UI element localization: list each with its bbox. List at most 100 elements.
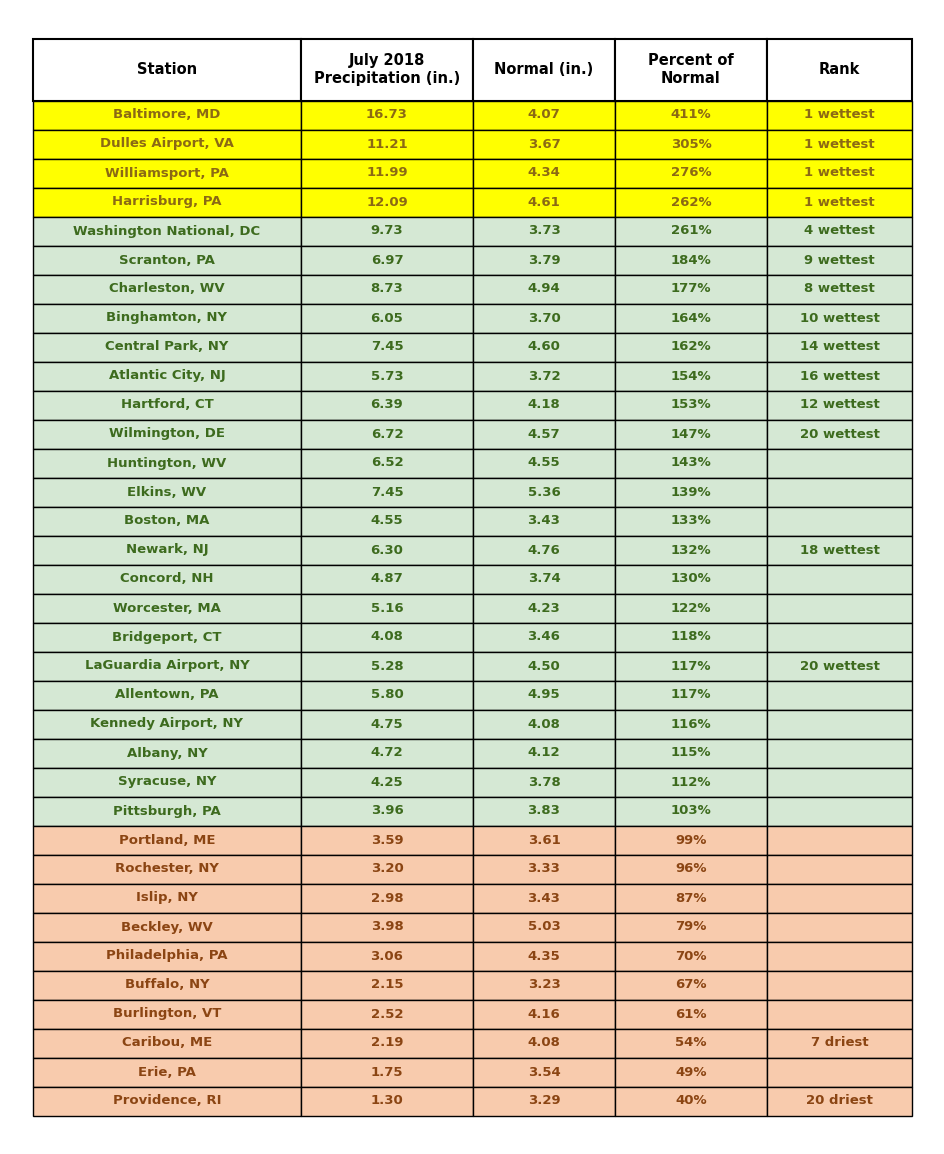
Bar (473, 478, 615, 507)
Text: 132%: 132% (670, 544, 711, 556)
Text: 3.67: 3.67 (527, 137, 560, 150)
Bar (615, 507, 767, 535)
Bar (301, 275, 473, 304)
Text: 117%: 117% (670, 659, 711, 673)
Bar (301, 913, 473, 942)
Text: 3.20: 3.20 (370, 862, 403, 876)
Text: 4.50: 4.50 (527, 659, 560, 673)
Text: 3.46: 3.46 (527, 630, 560, 644)
Text: Atlantic City, NJ: Atlantic City, NJ (109, 369, 225, 382)
Text: 276%: 276% (670, 166, 711, 180)
Bar (615, 158, 767, 187)
Bar (473, 187, 615, 217)
Text: Kennedy Airport, NY: Kennedy Airport, NY (91, 718, 244, 730)
Bar (767, 361, 911, 390)
Bar (301, 796, 473, 825)
Bar (473, 507, 615, 535)
Bar (767, 187, 911, 217)
Text: Pittsburgh, PA: Pittsburgh, PA (113, 804, 221, 817)
Text: 4.57: 4.57 (527, 427, 560, 441)
Bar (767, 217, 911, 246)
Text: 3.79: 3.79 (527, 254, 560, 267)
Text: 154%: 154% (670, 369, 711, 382)
Text: Beckley, WV: Beckley, WV (121, 921, 212, 934)
Text: 147%: 147% (670, 427, 711, 441)
Text: 16 wettest: 16 wettest (799, 369, 879, 382)
Bar (473, 449, 615, 478)
Text: 3.06: 3.06 (370, 950, 403, 962)
Bar (473, 535, 615, 564)
Text: Syracuse, NY: Syracuse, NY (118, 775, 216, 788)
Bar (301, 1087, 473, 1116)
Text: 1 wettest: 1 wettest (803, 108, 874, 121)
Text: Islip, NY: Islip, NY (136, 892, 197, 905)
Bar (767, 796, 911, 825)
Bar (615, 796, 767, 825)
Bar (473, 564, 615, 593)
Text: Erie, PA: Erie, PA (138, 1065, 195, 1079)
Bar (33, 478, 301, 507)
Bar (767, 275, 911, 304)
Bar (473, 304, 615, 332)
Bar (767, 622, 911, 652)
Bar (615, 38, 767, 100)
Text: 18 wettest: 18 wettest (799, 544, 879, 556)
Bar (615, 246, 767, 275)
Bar (767, 681, 911, 710)
Text: 116%: 116% (670, 718, 711, 730)
Bar (301, 825, 473, 854)
Text: 1 wettest: 1 wettest (803, 137, 874, 150)
Bar (767, 971, 911, 999)
Bar (301, 1028, 473, 1057)
Text: 3.43: 3.43 (527, 892, 560, 905)
Text: Boston, MA: Boston, MA (125, 515, 210, 527)
Bar (33, 593, 301, 622)
Text: 1.30: 1.30 (370, 1094, 403, 1108)
Bar (33, 767, 301, 796)
Bar (767, 854, 911, 884)
Bar (473, 361, 615, 390)
Bar (767, 652, 911, 681)
Bar (767, 942, 911, 971)
Bar (767, 710, 911, 739)
Text: Rank: Rank (818, 62, 859, 77)
Bar (615, 304, 767, 332)
Text: 1.75: 1.75 (370, 1065, 403, 1079)
Bar (767, 1087, 911, 1116)
Text: 4 wettest: 4 wettest (803, 225, 874, 238)
Bar (615, 332, 767, 361)
Bar (33, 187, 301, 217)
Bar (473, 767, 615, 796)
Text: 7.45: 7.45 (370, 486, 403, 499)
Text: 79%: 79% (675, 921, 706, 934)
Text: 2.15: 2.15 (370, 979, 403, 991)
Bar (767, 507, 911, 535)
Bar (473, 942, 615, 971)
Text: 4.55: 4.55 (370, 515, 403, 527)
Text: 118%: 118% (670, 630, 711, 644)
Text: 3.74: 3.74 (527, 572, 560, 585)
Bar (301, 187, 473, 217)
Text: 4.07: 4.07 (527, 108, 560, 121)
Text: Dulles Airport, VA: Dulles Airport, VA (100, 137, 234, 150)
Bar (473, 854, 615, 884)
Bar (301, 304, 473, 332)
Text: 12 wettest: 12 wettest (799, 398, 879, 412)
Text: 6.52: 6.52 (370, 457, 403, 470)
Text: Worcester, MA: Worcester, MA (113, 601, 221, 614)
Bar (301, 854, 473, 884)
Text: Bridgeport, CT: Bridgeport, CT (112, 630, 222, 644)
Text: Percent of
Normal: Percent of Normal (648, 53, 733, 85)
Text: Baltimore, MD: Baltimore, MD (113, 108, 221, 121)
Text: 177%: 177% (670, 283, 711, 295)
Text: 7 driest: 7 driest (810, 1036, 868, 1049)
Bar (615, 275, 767, 304)
Bar (473, 129, 615, 158)
Bar (33, 246, 301, 275)
Bar (767, 564, 911, 593)
Bar (301, 507, 473, 535)
Bar (33, 100, 301, 129)
Bar (473, 593, 615, 622)
Bar (301, 971, 473, 999)
Bar (301, 217, 473, 246)
